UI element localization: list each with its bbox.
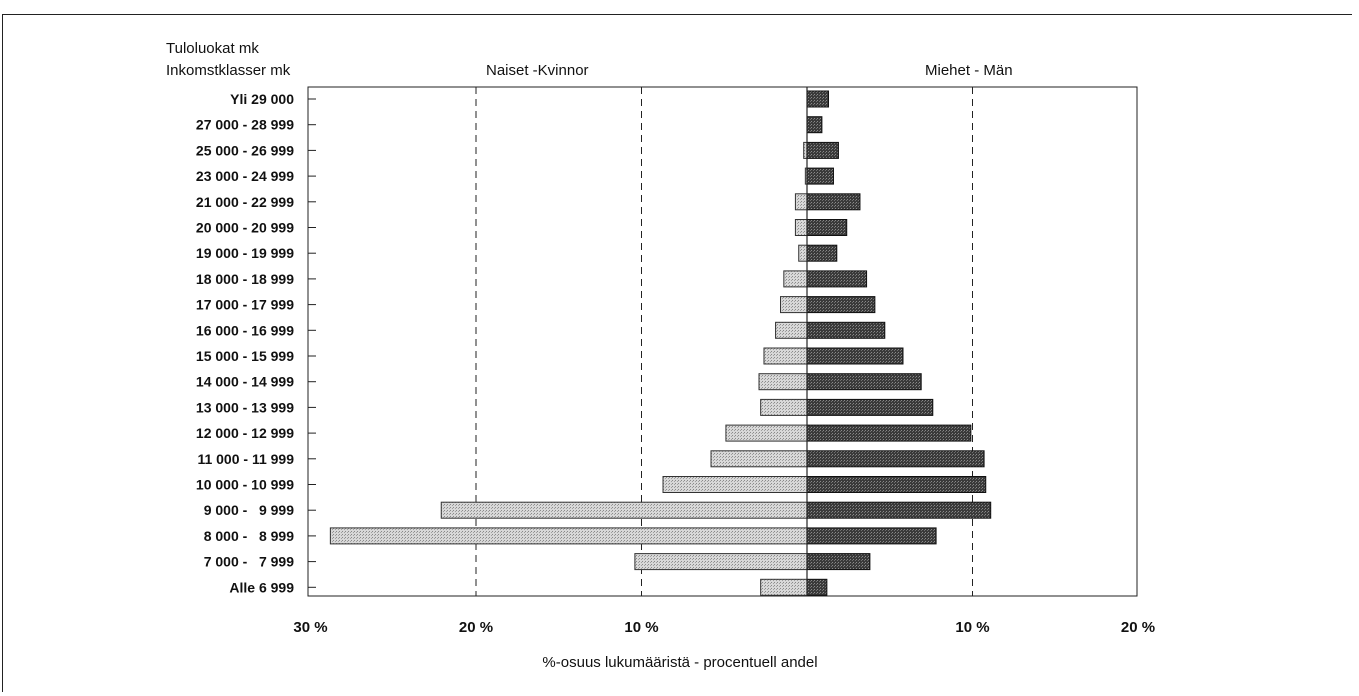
bar-women — [760, 398, 808, 416]
bar-men — [806, 501, 992, 519]
bar-women — [783, 270, 808, 288]
x-tick-label-left: 20 % — [459, 619, 493, 636]
category-label: 27 000 - 28 999 — [196, 117, 294, 133]
category-label: 14 000 - 14 999 — [196, 374, 294, 390]
bar-men — [806, 527, 937, 545]
bar-men — [806, 116, 823, 134]
bar-men — [806, 373, 922, 391]
bar-women — [794, 193, 808, 211]
left-header-women: Naiset -Kvinnor — [486, 62, 589, 79]
bar-men — [806, 450, 985, 468]
bar-women — [794, 219, 808, 236]
bar-men — [806, 424, 972, 442]
bar-men — [806, 90, 830, 108]
category-label: 16 000 - 16 999 — [196, 322, 294, 338]
bar-men — [806, 476, 987, 493]
category-label: 10 000 - 10 999 — [196, 477, 294, 493]
bar-women — [758, 373, 808, 391]
category-label: 25 000 - 26 999 — [196, 142, 294, 158]
category-label: 21 000 - 22 999 — [196, 194, 294, 210]
bar-women — [775, 321, 808, 339]
category-label: Alle 6 999 — [229, 579, 294, 595]
x-tick-label-left: 10 % — [624, 619, 658, 636]
category-label: 8 000 - 8 999 — [204, 528, 295, 544]
category-label: 17 000 - 17 999 — [196, 297, 294, 313]
gridlines — [475, 87, 973, 596]
bar-men — [806, 321, 886, 339]
title-income-classes-fi: Tuloluokat mk — [166, 40, 259, 57]
bar-women — [634, 553, 808, 571]
bar-women — [760, 578, 808, 596]
category-label: 12 000 - 12 999 — [196, 425, 294, 441]
x-tick-label-right: 10 % — [955, 619, 989, 636]
category-labels: Yli 29 000 27 000 - 28 999 25 000 - 26 999… — [196, 91, 316, 595]
plot-area — [307, 86, 1138, 597]
x-axis-label: %-osuus lukumääristä - procentuell andel — [542, 654, 817, 671]
bar-men — [806, 167, 834, 185]
bar-men — [806, 553, 871, 571]
bar-men — [806, 244, 838, 262]
category-label: 7 000 - 7 999 — [204, 554, 295, 570]
bar-men — [806, 398, 934, 416]
x-tick-label-left: 30 % — [293, 619, 327, 636]
bar-men — [806, 296, 876, 314]
title-income-classes-sv: Inkomstklasser mk — [166, 62, 291, 79]
bars — [329, 90, 992, 596]
bar-women — [440, 501, 808, 519]
category-label: 19 000 - 19 999 — [196, 245, 294, 261]
bar-men — [806, 219, 848, 236]
bar-men — [806, 141, 839, 159]
category-label: 15 000 - 15 999 — [196, 348, 294, 364]
x-tick-label-right: 20 % — [1121, 619, 1155, 636]
category-label: 23 000 - 24 999 — [196, 168, 294, 184]
category-label: 9 000 - 9 999 — [204, 502, 295, 518]
bar-women — [710, 450, 808, 468]
category-label: 20 000 - 20 999 — [196, 220, 294, 236]
bar-men — [806, 578, 828, 596]
chart-frame — [2, 14, 1352, 692]
bar-women — [780, 296, 808, 314]
bar-women — [763, 347, 808, 365]
category-label: 13 000 - 13 999 — [196, 399, 294, 415]
category-label: 18 000 - 18 999 — [196, 271, 294, 287]
category-label: 11 000 - 11 999 — [197, 451, 294, 467]
bar-men — [806, 193, 861, 211]
bar-women — [725, 424, 808, 442]
bar-men — [806, 347, 904, 365]
bar-women — [798, 244, 808, 262]
x-tick-labels: 30 % 20 % 10 % 10 % 20 % — [293, 619, 1155, 636]
category-label: Yli 29 000 — [230, 91, 294, 107]
right-header-men: Miehet - Män — [925, 62, 1013, 79]
bar-women — [662, 476, 808, 493]
bar-women — [329, 527, 808, 545]
bar-men — [806, 270, 868, 288]
